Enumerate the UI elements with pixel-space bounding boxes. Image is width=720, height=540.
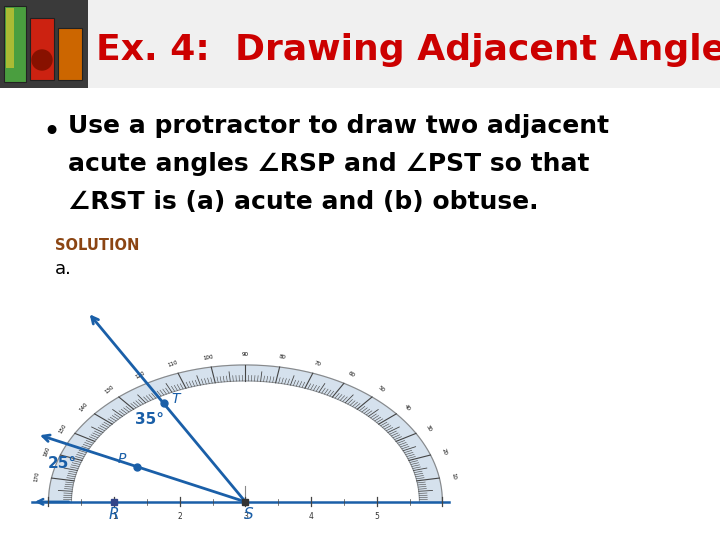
Text: 150: 150 [58,423,67,434]
Text: T: T [171,392,180,406]
Text: 70: 70 [314,360,322,367]
FancyBboxPatch shape [58,28,82,80]
FancyBboxPatch shape [0,0,88,88]
Text: a.: a. [55,260,72,278]
Text: Ex. 4:  Drawing Adjacent Angles: Ex. 4: Drawing Adjacent Angles [96,33,720,67]
Text: 140: 140 [78,402,89,413]
Text: 160: 160 [42,446,51,457]
Text: 110: 110 [167,360,179,368]
FancyBboxPatch shape [4,6,26,82]
Text: 2: 2 [177,512,182,521]
Text: 25°: 25° [48,456,77,471]
Text: P: P [117,452,126,466]
Text: SOLUTION: SOLUTION [55,238,140,253]
Text: 3: 3 [243,512,248,521]
Text: 4: 4 [309,512,313,521]
Text: 120: 120 [134,370,145,380]
Text: 30: 30 [425,424,433,433]
Text: R: R [109,507,120,522]
Text: 40: 40 [403,403,412,411]
FancyBboxPatch shape [30,18,54,80]
FancyBboxPatch shape [6,8,14,68]
Text: 60: 60 [347,370,356,379]
FancyBboxPatch shape [0,0,720,88]
Text: 90: 90 [242,353,249,357]
Text: 35°: 35° [135,412,163,427]
Text: 50: 50 [377,385,386,394]
Text: ∠RST is (a) acute and (b) obtuse.: ∠RST is (a) acute and (b) obtuse. [68,190,539,214]
Text: 10: 10 [451,472,456,480]
Text: 20: 20 [441,448,448,456]
Text: 80: 80 [278,354,286,360]
Polygon shape [48,365,442,502]
Text: 100: 100 [203,354,215,361]
Text: Use a protractor to draw two adjacent: Use a protractor to draw two adjacent [68,114,609,138]
Text: 130: 130 [104,384,115,395]
Text: 1: 1 [112,512,117,521]
Text: •: • [42,118,60,147]
Text: S: S [244,507,253,522]
Text: acute angles ∠RSP and ∠PST so that: acute angles ∠RSP and ∠PST so that [68,152,590,176]
Text: 170: 170 [34,471,40,482]
Circle shape [32,50,52,70]
Text: 5: 5 [374,512,379,521]
